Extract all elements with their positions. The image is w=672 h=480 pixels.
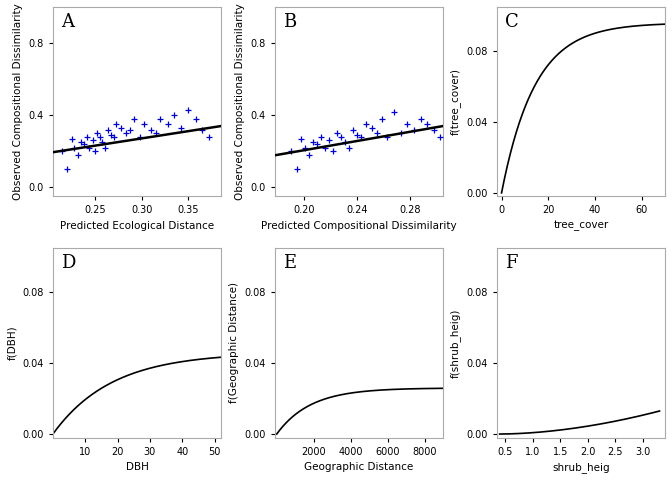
Point [395,130,406,137]
Point [409,126,419,133]
Point [382,133,393,141]
Point [402,120,413,128]
X-axis label: shrub_heig: shrub_heig [552,462,610,473]
Point [106,131,116,139]
Point [116,124,126,132]
Point [312,140,323,148]
Y-axis label: Observed Compositional Dissimilarity: Observed Compositional Dissimilarity [235,3,245,200]
Point [146,126,157,133]
Point [300,144,310,152]
Point [108,133,119,141]
X-axis label: Geographic Distance: Geographic Distance [304,462,413,472]
Text: A: A [61,12,75,31]
Text: E: E [284,254,296,272]
Point [343,144,354,152]
Point [125,126,136,133]
Point [57,147,68,155]
X-axis label: Predicted Compositional Dissimilarity: Predicted Compositional Dissimilarity [261,221,457,231]
Point [88,137,99,144]
Point [304,151,314,159]
Point [81,133,92,141]
Point [155,115,166,123]
Point [163,120,173,128]
Y-axis label: Observed Compositional Dissimilarity: Observed Compositional Dissimilarity [13,3,23,200]
Point [351,131,362,139]
Point [324,137,335,144]
Text: C: C [505,12,519,31]
Point [435,133,446,141]
Point [340,138,351,146]
Point [197,126,208,133]
Y-axis label: f(tree_cover): f(tree_cover) [450,68,461,135]
Point [120,130,131,137]
Point [175,124,186,132]
Text: D: D [61,254,76,272]
Point [320,144,331,152]
Point [183,106,194,114]
Point [366,124,377,132]
Point [134,133,145,141]
Point [67,135,77,143]
Point [69,144,80,152]
Point [103,126,114,133]
Point [336,133,347,141]
Point [84,144,95,152]
Point [79,140,89,148]
Text: B: B [284,12,296,31]
Point [139,120,150,128]
Point [377,115,388,123]
Point [361,120,372,128]
Point [308,138,319,146]
Point [328,147,339,155]
Y-axis label: f(Geographic Distance): f(Geographic Distance) [229,282,239,403]
Point [75,138,86,146]
Point [190,115,201,123]
Point [347,126,358,133]
Point [372,130,382,137]
Point [111,120,122,128]
Point [415,115,426,123]
Point [62,166,73,173]
Y-axis label: f(shrub_heig): f(shrub_heig) [450,308,461,377]
Point [296,135,306,143]
Point [355,133,366,141]
Point [388,108,399,116]
Point [94,133,105,141]
Point [316,133,327,141]
Text: F: F [505,254,518,272]
Point [422,120,433,128]
Point [204,133,214,141]
Point [151,130,161,137]
X-axis label: DBH: DBH [126,462,149,472]
Point [91,130,102,137]
Point [97,138,108,146]
X-axis label: tree_cover: tree_cover [553,221,609,231]
Point [89,147,100,155]
Point [169,111,179,119]
Point [292,166,303,173]
Point [129,115,140,123]
Point [429,126,439,133]
Point [73,151,83,159]
X-axis label: Predicted Ecological Distance: Predicted Ecological Distance [60,221,214,231]
Y-axis label: f(DBH): f(DBH) [7,325,17,360]
Point [286,147,296,155]
Point [100,144,111,152]
Point [332,130,343,137]
